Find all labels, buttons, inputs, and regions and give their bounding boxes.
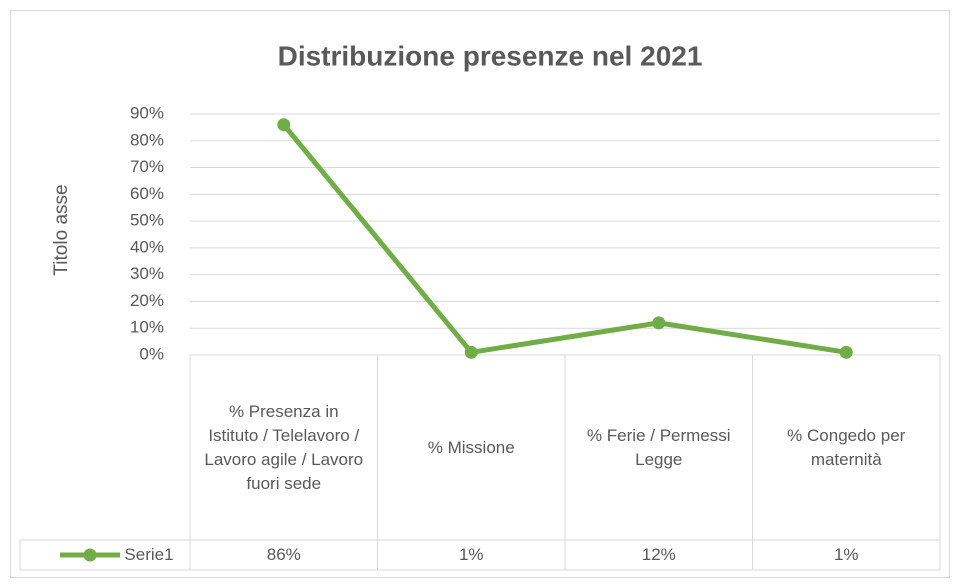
y-tick-label: 10% [130, 318, 164, 337]
y-tick-label: 50% [130, 211, 164, 230]
y-axis-title: Titolo asse [51, 184, 72, 275]
x-tick-label: % Ferie / Permessi Legge [586, 425, 731, 469]
data-point [277, 118, 291, 132]
x-tick-label: % Missione [427, 437, 515, 457]
y-tick-label: 40% [130, 237, 164, 256]
data-table-value: 1% [458, 545, 484, 564]
chart-title: Distribuzione presenze nel 2021 [278, 40, 703, 71]
chart-border [10, 10, 950, 578]
y-tick-label: 60% [130, 184, 164, 203]
y-tick-label: 80% [130, 130, 164, 149]
y-tick-label: 20% [130, 291, 164, 310]
data-table-value: 1% [833, 545, 859, 564]
series-line [281, 123, 847, 355]
x-tick-label: % Presenza in Istituto / Telelavoro / La… [204, 401, 364, 493]
data-table-value: 12% [641, 545, 676, 564]
x-tick-label: % Congedo per maternità [787, 425, 906, 469]
y-tick-label: 0% [139, 344, 164, 363]
data-table-value: 86% [266, 545, 301, 564]
data-point [464, 345, 478, 359]
legend-label: Serie1 [124, 545, 174, 564]
data-point [839, 345, 853, 359]
y-tick-label: 30% [130, 264, 164, 283]
data-point [652, 316, 666, 330]
legend-key-marker [83, 548, 97, 562]
y-tick-label: 70% [130, 157, 164, 176]
y-tick-label: 90% [130, 103, 164, 122]
